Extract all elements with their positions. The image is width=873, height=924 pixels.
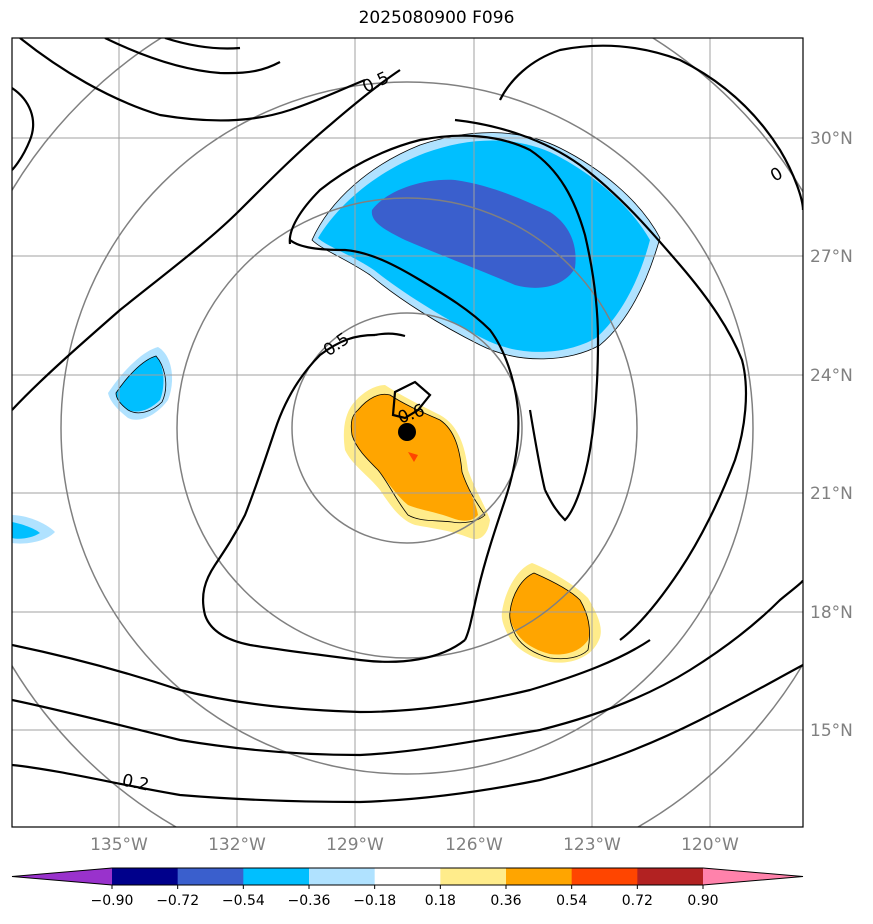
lon-label: 132°W: [208, 835, 266, 855]
colorbar-bin: [309, 868, 376, 885]
lon-label: 135°W: [90, 835, 148, 855]
shading-outlines: [115, 132, 661, 660]
colorbar-tick-label: −0.18: [353, 893, 396, 909]
lat-label: 24°N: [810, 366, 853, 386]
lat-label: 21°N: [810, 484, 853, 504]
lat-label: 18°N: [810, 603, 853, 623]
negative-anomaly-west-core: [116, 356, 164, 412]
colorbar-bin: [243, 868, 310, 885]
storm-center-marker: [398, 423, 416, 441]
colorbar-extend-low: [12, 868, 112, 885]
colorbar-tick-label: −0.72: [156, 893, 199, 909]
shaded-field: [12, 132, 660, 663]
colorbar: −0.90 −0.72 −0.54 −0.36 −0.18 0.18 0.36 0.54 0.7…: [11, 867, 804, 909]
range-rings: [12, 38, 803, 827]
colorbar-tick-label: 0.54: [556, 893, 587, 909]
colorbar-bin: [177, 868, 244, 885]
colorbar-bin: [506, 868, 573, 885]
colorbar-tick-label: −0.36: [288, 893, 331, 909]
colorbar-tick-label: 0.18: [425, 893, 456, 909]
colorbar-bin: [374, 868, 441, 885]
lon-label: 123°W: [563, 835, 621, 855]
colorbar-tick-label: 0.90: [687, 893, 718, 909]
colorbar-bin: [440, 868, 507, 885]
colorbar-bin: [637, 868, 704, 885]
lat-labels: 30°N 27°N 24°N 21°N 18°N 15°N: [810, 129, 853, 741]
lon-labels: 135°W 132°W 129°W 126°W 123°W 120°W: [90, 835, 739, 855]
colorbar-tick-label: 0.72: [622, 893, 653, 909]
negative-anomaly-edge-core: [12, 522, 40, 539]
positive-anomaly-peak: [408, 452, 418, 462]
colorbar-bin: [112, 868, 179, 885]
plot-title: 2025080900 F096: [358, 8, 515, 28]
positive-anomaly-se-core: [509, 573, 590, 655]
lat-label: 30°N: [810, 129, 853, 149]
lon-label: 129°W: [326, 835, 384, 855]
colorbar-tick-label: 0.36: [490, 893, 521, 909]
contour-lines: [12, 38, 803, 804]
lat-label: 27°N: [810, 247, 853, 267]
map-frame: [11, 37, 804, 828]
lon-label: 126°W: [445, 835, 503, 855]
colorbar-bin: [571, 868, 638, 885]
lon-label: 120°W: [681, 835, 739, 855]
colorbar-tick-label: −0.90: [91, 893, 134, 909]
colorbar-extend-high: [703, 868, 803, 885]
map-area: 0.5 0.5 0.6 0.2 0: [12, 38, 803, 827]
lat-label: 15°N: [810, 721, 853, 741]
colorbar-tick-label: −0.54: [222, 893, 265, 909]
